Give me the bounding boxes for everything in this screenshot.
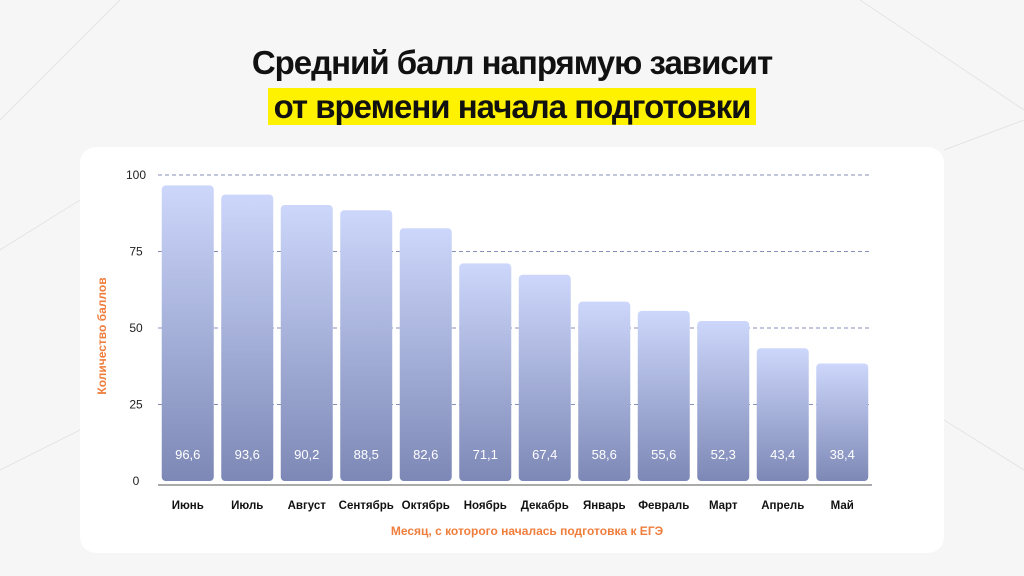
bar-value-label: 38,4 xyxy=(830,447,855,462)
y-axis-title: Количество баллов xyxy=(95,277,109,394)
y-tick-label: 0 xyxy=(133,474,140,488)
y-tick-label: 25 xyxy=(129,398,143,412)
bar-value-label: 90,2 xyxy=(294,447,319,462)
x-tick-label: Май xyxy=(831,500,854,512)
bar xyxy=(637,310,690,481)
bar xyxy=(756,348,809,481)
x-tick-label: Январь xyxy=(583,500,626,512)
bar xyxy=(459,263,512,481)
bar xyxy=(578,301,631,481)
bar-value-label: 52,3 xyxy=(711,447,736,462)
bar xyxy=(340,210,393,481)
bar xyxy=(816,363,869,481)
bar-value-label: 88,5 xyxy=(354,447,379,462)
x-tick-label: Февраль xyxy=(638,500,689,512)
x-tick-label: Июнь xyxy=(172,500,204,512)
bar-value-label: 93,6 xyxy=(235,447,260,462)
bar xyxy=(697,320,750,481)
y-tick-label: 100 xyxy=(126,168,146,182)
x-tick-label: Ноябрь xyxy=(464,500,507,512)
x-tick-label: Август xyxy=(288,500,327,512)
x-tick-label: Март xyxy=(709,500,738,512)
bar xyxy=(221,194,274,482)
bar-value-label: 71,1 xyxy=(473,447,498,462)
x-tick-label: Апрель xyxy=(761,500,804,512)
page-title-line-2: от времени начала подготовки xyxy=(0,88,1024,126)
bar-chart: 0 25 50 75 100 96,6 Июнь 93,6 Июль 90,2 Август 88,… xyxy=(95,168,872,538)
chart-card: 0 25 50 75 100 96,6 Июнь 93,6 Июль 90,2 Август 88,… xyxy=(80,147,944,553)
bar xyxy=(161,185,214,481)
y-tick-label: 50 xyxy=(129,321,143,335)
bar-value-label: 43,4 xyxy=(770,447,795,462)
bar xyxy=(280,204,333,481)
x-tick-label: Сентябрь xyxy=(339,500,394,512)
bar-value-label: 55,6 xyxy=(651,447,676,462)
bar xyxy=(399,228,452,481)
title-highlight: от времени начала подготовки xyxy=(267,88,757,125)
bar xyxy=(518,274,571,481)
bar-value-label: 58,6 xyxy=(592,447,617,462)
bar-value-label: 96,6 xyxy=(175,447,200,462)
page-title-line-1: Средний балл напрямую зависит xyxy=(251,44,773,81)
bar-value-label: 67,4 xyxy=(532,447,557,462)
x-tick-label: Июль xyxy=(231,500,263,512)
y-tick-label: 75 xyxy=(129,245,143,259)
x-tick-label: Октябрь xyxy=(402,500,450,512)
x-tick-label: Декабрь xyxy=(521,500,569,512)
x-axis-title: Месяц, с которого началась подготовка к … xyxy=(391,524,664,538)
bar-value-label: 82,6 xyxy=(413,447,438,462)
